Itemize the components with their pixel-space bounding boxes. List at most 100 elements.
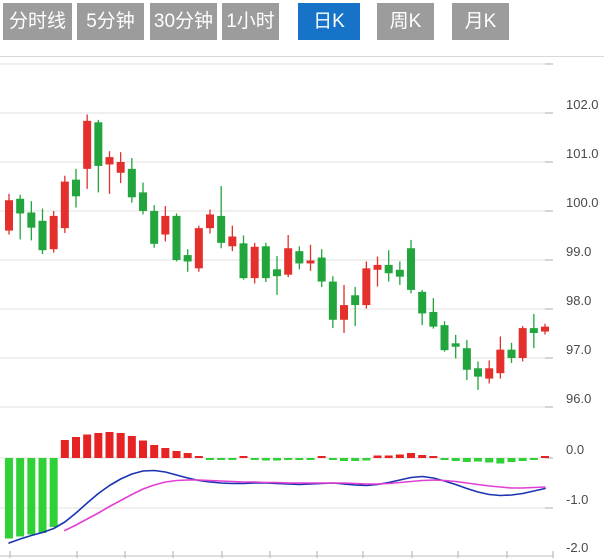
macd-histogram-bar <box>172 451 181 458</box>
macd-axis-label: -2.0 <box>566 540 589 555</box>
macd-histogram-bar <box>395 454 404 458</box>
macd-histogram-bar <box>72 437 81 458</box>
candle-body <box>206 214 215 229</box>
tab-1hour[interactable]: 1小时 <box>222 3 279 40</box>
macd-histogram-bar <box>529 458 538 460</box>
candle-body <box>295 251 304 264</box>
macd-histogram-bar <box>507 458 516 462</box>
price-axis-label: 96.0 <box>566 391 592 406</box>
candle-body <box>83 120 92 169</box>
macd-histogram-bar <box>440 458 449 460</box>
macd-histogram-bar <box>496 458 505 464</box>
candle-body <box>474 368 483 377</box>
candle-body <box>328 281 337 320</box>
macd-histogram-bar <box>328 458 337 460</box>
candle-body <box>317 257 326 282</box>
candle-body <box>150 211 159 244</box>
candle-body <box>139 192 148 211</box>
macd-histogram-bar <box>340 458 349 461</box>
candle-body <box>194 228 203 269</box>
macd-axis-label: 0.0 <box>566 442 585 457</box>
price-axis-label: 102.0 <box>566 97 599 112</box>
candle-body <box>462 348 471 370</box>
macd-histogram-bar <box>261 458 270 461</box>
candle-body <box>496 349 505 374</box>
macd-histogram-bar <box>429 456 438 458</box>
macd-histogram-bar <box>194 456 203 458</box>
candle-body <box>116 162 125 173</box>
tab-monthly-k[interactable]: 月K <box>452 3 509 40</box>
candle-body <box>351 295 360 306</box>
macd-histogram-bar <box>83 434 92 458</box>
candle-body <box>407 248 416 290</box>
candle-body <box>5 200 13 231</box>
candle-body <box>451 343 460 347</box>
macd-histogram-bar <box>38 458 47 533</box>
macd-histogram-bar <box>418 455 427 458</box>
macd-histogram-bar <box>451 458 460 461</box>
macd-histogram-bar <box>116 433 125 458</box>
macd-histogram-bar <box>5 458 13 539</box>
candle-body <box>72 179 81 197</box>
macd-histogram-bar <box>127 436 136 458</box>
candle-body <box>429 311 438 327</box>
candle-body <box>105 157 114 165</box>
tab-daily-k[interactable]: 日K <box>298 3 360 40</box>
macd-histogram-bar <box>351 458 360 461</box>
macd-histogram-bar <box>462 458 471 462</box>
tab-weekly-k[interactable]: 周K <box>377 3 434 40</box>
price-axis-label: 101.0 <box>566 146 599 161</box>
candle-body <box>284 248 293 275</box>
macd-histogram-bar <box>49 458 58 527</box>
macd-histogram-bar <box>541 456 550 458</box>
candle-body <box>261 246 270 279</box>
candle-body <box>529 328 538 334</box>
macd-histogram-bar <box>474 458 483 462</box>
macd-histogram-bar <box>105 432 114 458</box>
price-axis-label: 99.0 <box>566 244 592 259</box>
macd-histogram-bar <box>407 453 416 458</box>
candle-body <box>161 215 170 235</box>
tab-minute-line[interactable]: 分时线 <box>3 3 72 40</box>
candle-body <box>340 305 349 320</box>
macd-histogram-bar <box>384 455 393 458</box>
macd-histogram-bar <box>373 455 382 458</box>
price-axis-label: 97.0 <box>566 342 592 357</box>
macd-histogram-bar <box>317 456 326 458</box>
macd-dea-line <box>64 479 546 532</box>
candle-body <box>485 368 494 379</box>
candle-body <box>395 269 404 277</box>
price-axis-label: 98.0 <box>566 293 592 308</box>
candle-body <box>16 198 25 214</box>
candle-body <box>217 215 226 243</box>
macd-histogram-bar <box>27 458 36 535</box>
macd-histogram-bar <box>239 456 248 458</box>
candle-body <box>94 122 103 166</box>
period-tabbar: 分时线 5分钟 30分钟 1小时 日K 周K 月K <box>0 0 604 57</box>
candle-body <box>49 215 58 250</box>
tab-30min[interactable]: 30分钟 <box>150 3 217 40</box>
macd-histogram-bar <box>228 458 237 460</box>
candle-body <box>172 215 181 260</box>
macd-histogram-bar <box>362 458 371 461</box>
macd-histogram-bar <box>150 445 159 458</box>
macd-histogram-bar <box>273 458 282 461</box>
macd-histogram-bar <box>94 433 103 458</box>
price-axis-label: 100.0 <box>566 195 599 210</box>
candle-body <box>27 212 36 228</box>
candle-body <box>250 246 259 279</box>
macd-histogram-bar <box>518 458 527 461</box>
tab-5min[interactable]: 5分钟 <box>77 3 144 40</box>
candle-body <box>440 325 449 351</box>
macd-histogram-bar <box>306 458 315 460</box>
candle-body <box>183 255 192 262</box>
macd-histogram-bar <box>206 458 215 460</box>
candle-body <box>507 349 516 358</box>
macd-histogram-bar <box>16 458 25 537</box>
candle-body <box>127 168 136 198</box>
macd-histogram-bar <box>250 458 259 460</box>
candle-body <box>373 264 382 270</box>
